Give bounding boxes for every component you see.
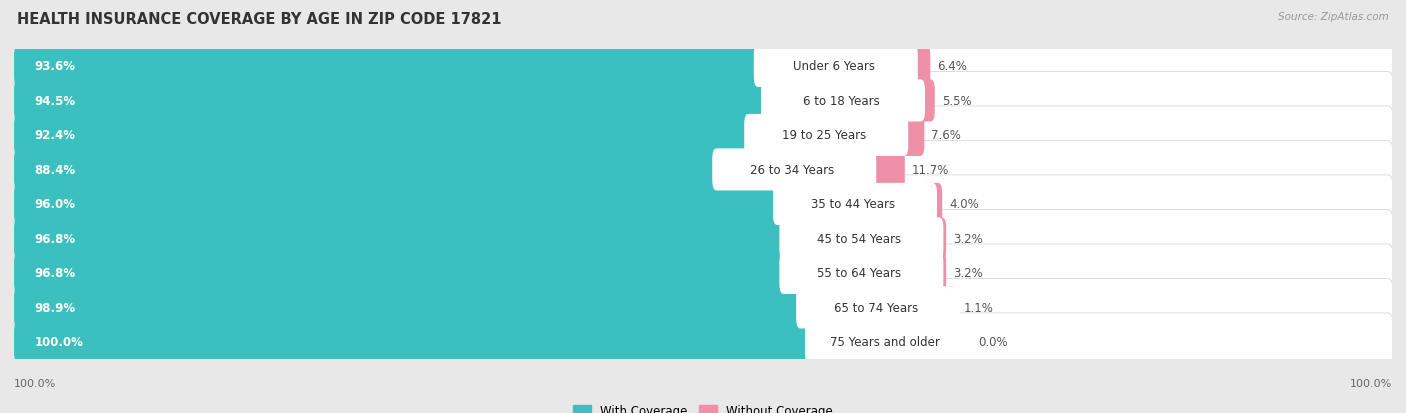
- FancyBboxPatch shape: [922, 183, 942, 225]
- FancyBboxPatch shape: [13, 38, 1393, 96]
- Text: 4.0%: 4.0%: [949, 198, 979, 211]
- FancyBboxPatch shape: [13, 313, 1393, 371]
- Text: 88.4%: 88.4%: [35, 164, 76, 176]
- FancyBboxPatch shape: [13, 107, 1393, 164]
- Text: 65 to 74 Years: 65 to 74 Years: [834, 301, 918, 314]
- FancyBboxPatch shape: [893, 114, 924, 157]
- FancyBboxPatch shape: [860, 149, 905, 191]
- Text: 35 to 44 Years: 35 to 44 Years: [811, 198, 896, 211]
- FancyBboxPatch shape: [779, 252, 943, 294]
- FancyBboxPatch shape: [14, 218, 792, 260]
- Text: 94.5%: 94.5%: [35, 95, 76, 108]
- FancyBboxPatch shape: [13, 176, 1393, 233]
- FancyBboxPatch shape: [14, 321, 817, 363]
- Text: 96.0%: 96.0%: [35, 198, 76, 211]
- FancyBboxPatch shape: [13, 210, 1393, 268]
- Text: 98.9%: 98.9%: [35, 301, 76, 314]
- FancyBboxPatch shape: [713, 149, 876, 191]
- Text: 26 to 34 Years: 26 to 34 Years: [749, 164, 834, 176]
- Text: 5.5%: 5.5%: [942, 95, 972, 108]
- Text: 100.0%: 100.0%: [14, 378, 56, 388]
- Text: 1.1%: 1.1%: [963, 301, 994, 314]
- FancyBboxPatch shape: [14, 149, 724, 191]
- FancyBboxPatch shape: [928, 252, 946, 294]
- Text: 3.2%: 3.2%: [953, 233, 983, 245]
- Text: Under 6 Years: Under 6 Years: [793, 60, 875, 73]
- FancyBboxPatch shape: [945, 287, 956, 329]
- FancyBboxPatch shape: [14, 46, 766, 88]
- FancyBboxPatch shape: [773, 183, 936, 225]
- Text: 0.0%: 0.0%: [979, 336, 1008, 349]
- Text: 93.6%: 93.6%: [35, 60, 76, 73]
- Text: 45 to 54 Years: 45 to 54 Years: [817, 233, 901, 245]
- Text: 96.8%: 96.8%: [35, 267, 76, 280]
- FancyBboxPatch shape: [13, 244, 1393, 302]
- FancyBboxPatch shape: [14, 287, 808, 329]
- FancyBboxPatch shape: [14, 252, 792, 294]
- Text: 55 to 64 Years: 55 to 64 Years: [817, 267, 901, 280]
- Text: 3.2%: 3.2%: [953, 267, 983, 280]
- Text: 19 to 25 Years: 19 to 25 Years: [782, 129, 866, 142]
- FancyBboxPatch shape: [13, 141, 1393, 199]
- FancyBboxPatch shape: [796, 287, 960, 329]
- Text: 6.4%: 6.4%: [938, 60, 967, 73]
- FancyBboxPatch shape: [13, 279, 1393, 337]
- FancyBboxPatch shape: [761, 80, 925, 122]
- Text: HEALTH INSURANCE COVERAGE BY AGE IN ZIP CODE 17821: HEALTH INSURANCE COVERAGE BY AGE IN ZIP …: [17, 12, 502, 27]
- Text: Source: ZipAtlas.com: Source: ZipAtlas.com: [1278, 12, 1389, 22]
- FancyBboxPatch shape: [903, 46, 931, 88]
- FancyBboxPatch shape: [910, 80, 935, 122]
- Text: 100.0%: 100.0%: [1350, 378, 1392, 388]
- FancyBboxPatch shape: [928, 218, 946, 260]
- Text: 96.8%: 96.8%: [35, 233, 76, 245]
- Legend: With Coverage, Without Coverage: With Coverage, Without Coverage: [568, 399, 838, 413]
- FancyBboxPatch shape: [779, 218, 943, 260]
- FancyBboxPatch shape: [13, 72, 1393, 130]
- FancyBboxPatch shape: [14, 80, 773, 122]
- FancyBboxPatch shape: [14, 183, 786, 225]
- FancyBboxPatch shape: [754, 46, 918, 88]
- Text: 92.4%: 92.4%: [35, 129, 76, 142]
- Text: 11.7%: 11.7%: [911, 164, 949, 176]
- FancyBboxPatch shape: [14, 114, 756, 157]
- Text: 6 to 18 Years: 6 to 18 Years: [803, 95, 879, 108]
- FancyBboxPatch shape: [806, 321, 969, 363]
- Text: 75 Years and older: 75 Years and older: [830, 336, 939, 349]
- FancyBboxPatch shape: [744, 114, 908, 157]
- Text: 7.6%: 7.6%: [931, 129, 962, 142]
- Text: 100.0%: 100.0%: [35, 336, 83, 349]
